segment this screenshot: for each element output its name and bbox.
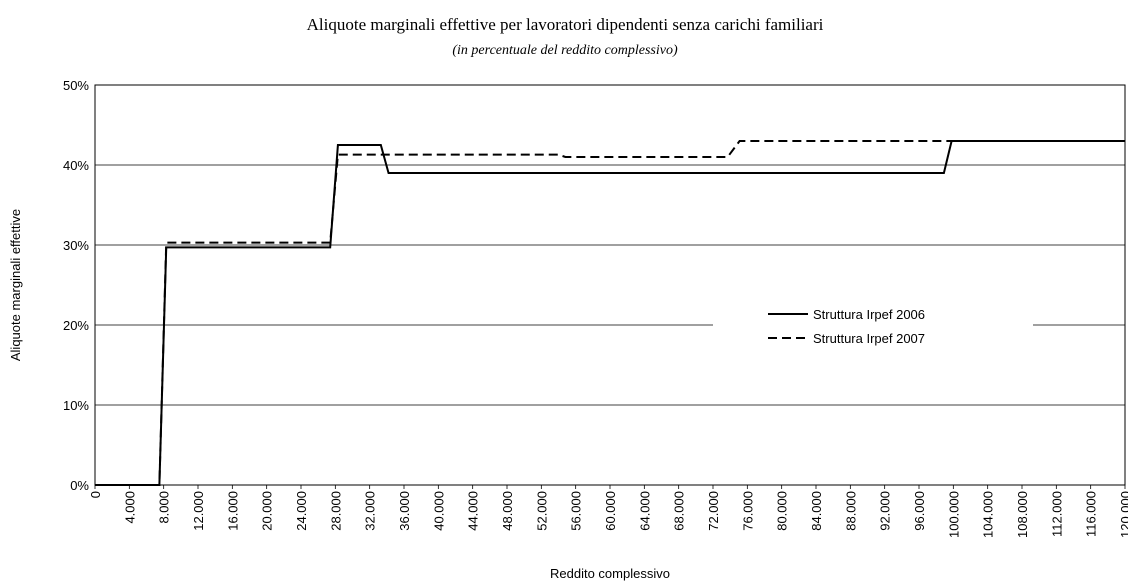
x-tick-label: 44.000 [466,491,481,531]
x-tick-label: 4.000 [122,491,137,524]
x-tick-label: 108.000 [1015,491,1030,538]
chart-title: Aliquote marginali effettive per lavorat… [307,15,824,34]
x-tick-label: 88.000 [843,491,858,531]
x-tick-label: 20.000 [260,491,275,531]
x-tick-label: 120.000 [1118,491,1128,538]
x-tick-label: 116.000 [1084,491,1099,537]
x-tick-label: 36.000 [397,491,412,531]
x-tick-label: 72.000 [706,491,721,531]
x-tick-label: 32.000 [363,491,378,531]
legend-box [713,297,1033,352]
x-tick-label: 60.000 [603,491,618,531]
x-tick-label: 56.000 [569,491,584,531]
x-tick-label: 92.000 [878,491,893,531]
x-tick-label: 64.000 [637,491,652,531]
y-tick-label: 10% [63,398,89,413]
y-tick-label: 40% [63,158,89,173]
x-tick-label: 8.000 [157,491,172,524]
x-tick-label: 28.000 [328,491,343,531]
x-tick-label: 112.000 [1049,491,1064,537]
x-tick-label: 52.000 [534,491,549,531]
x-tick-label: 80.000 [775,491,790,531]
x-tick-label: 104.000 [981,491,996,538]
x-tick-label: 84.000 [809,491,824,531]
chart-subtitle: (in percentuale del reddito complessivo) [452,43,678,58]
legend-label: Struttura Irpef 2006 [813,307,925,322]
x-tick-label: 96.000 [912,491,927,531]
x-tick-label: 48.000 [500,491,515,531]
x-tick-label: 24.000 [294,491,309,531]
y-tick-label: 0% [70,478,89,493]
y-tick-label: 30% [63,238,89,253]
x-tick-label: 68.000 [672,491,687,531]
y-tick-label: 50% [63,78,89,93]
x-tick-label: 76.000 [740,491,755,531]
x-tick-label: 0 [88,491,103,498]
x-axis-label: Reddito complessivo [550,566,670,581]
series-line [95,140,1125,486]
x-tick-label: 12.000 [191,491,206,531]
x-tick-label: 40.000 [431,491,446,531]
legend-label: Struttura Irpef 2007 [813,331,925,346]
y-axis-label: Aliquote marginali effettive [8,209,23,361]
y-tick-label: 20% [63,318,89,333]
plot-border [94,84,1126,486]
x-tick-label: 16.000 [225,491,240,531]
x-tick-label: 100.000 [946,491,961,538]
